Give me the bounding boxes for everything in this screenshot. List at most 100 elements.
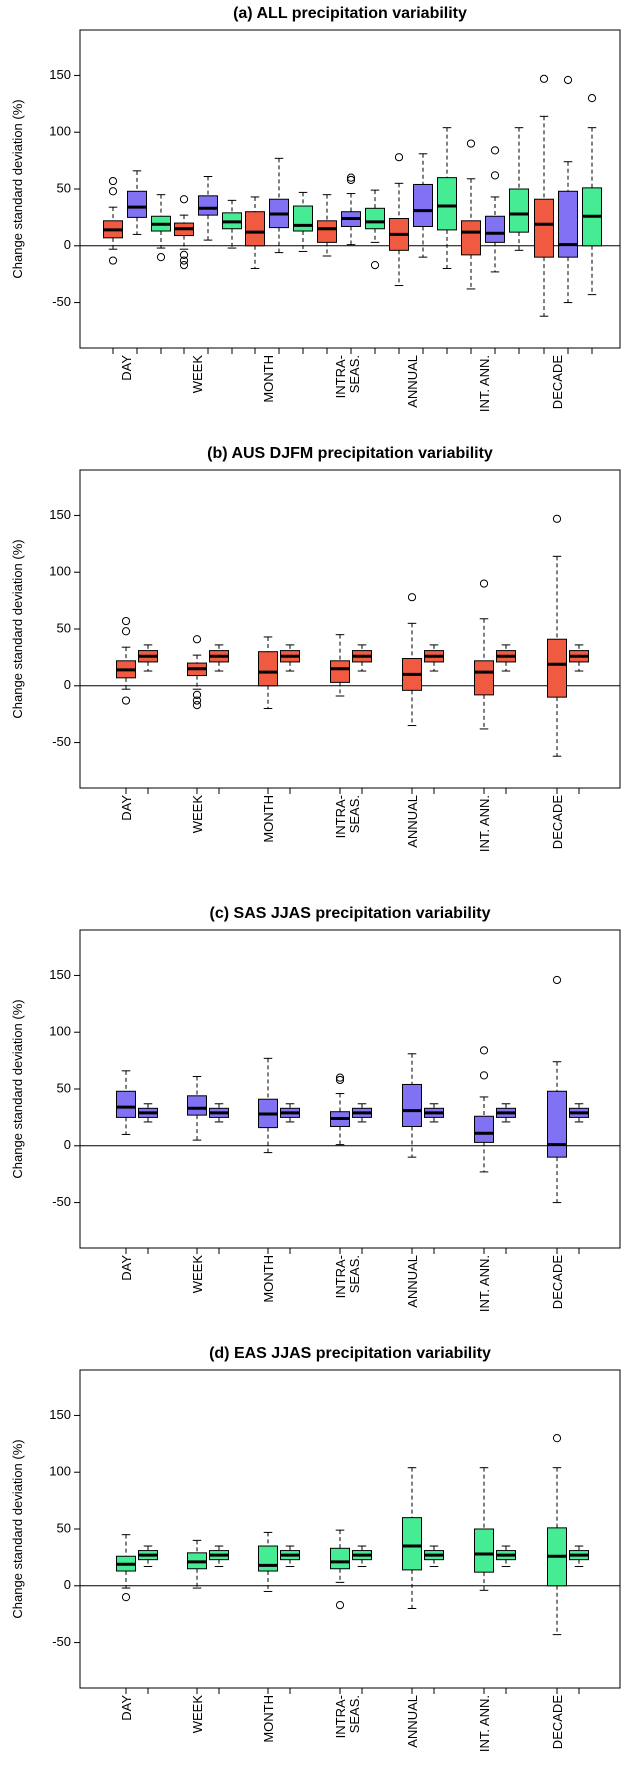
category-label-line: INT. ANN.: [477, 1695, 492, 1752]
category-label-line: INTRA-: [333, 795, 348, 838]
outlier-point: [192, 690, 202, 699]
plot-frame: [79, 929, 621, 1249]
box-green: [330, 1529, 350, 1610]
outlier-point: [192, 696, 202, 705]
category-label: INTRA-SEAS.: [333, 355, 362, 398]
y-tick-label: 50: [57, 180, 71, 195]
box-blue: [330, 1073, 350, 1146]
box-red: [317, 194, 337, 257]
box-green: [258, 1531, 278, 1592]
plot-frame: [79, 469, 621, 789]
outlier-point: [335, 1073, 345, 1082]
outlier-point: [552, 514, 562, 523]
y-tick-label: -50: [52, 734, 71, 749]
category-label-line: ANNUAL: [405, 795, 420, 848]
outlier-point: [121, 1593, 131, 1602]
category-label-line: MONTH: [261, 795, 276, 843]
category-label-line: MONTH: [261, 1695, 276, 1743]
outlier-point: [108, 176, 118, 186]
category-label-line: DAY: [119, 1255, 134, 1281]
y-axis-label: Change standard deviation (%): [10, 999, 25, 1178]
box-blue: [424, 1103, 444, 1123]
category-label-line: MONTH: [261, 355, 276, 403]
y-tick-label: 50: [57, 620, 71, 635]
outlier-point: [192, 635, 202, 644]
box-green: [116, 1534, 136, 1602]
box-red: [138, 644, 158, 672]
box-blue: [341, 173, 361, 246]
category-label-line: INTRA-: [333, 355, 348, 398]
outlier-point: [179, 250, 189, 259]
box-blue: [138, 1103, 158, 1123]
category-label: ANNUAL: [405, 355, 420, 408]
box-body: [461, 220, 481, 256]
category-label: WEEK: [190, 355, 205, 394]
outlier-point: [466, 139, 476, 148]
box-blue: [198, 176, 218, 241]
category-label: DAY: [119, 1255, 134, 1281]
outlier-point: [121, 616, 131, 626]
outlier-point: [407, 593, 417, 602]
box-green: [138, 1545, 158, 1567]
category-label-line: WEEK: [190, 1255, 205, 1294]
category-label-line: SEAS.: [347, 795, 362, 833]
box-body: [330, 660, 350, 683]
category-label-line: SEAS.: [347, 1695, 362, 1733]
category-label-line: DECADE: [550, 1695, 565, 1750]
category-label: INT. ANN.: [477, 355, 492, 412]
y-tick-label: 0: [64, 237, 71, 252]
box-red: [424, 644, 444, 672]
box-red: [330, 634, 350, 697]
box-body: [365, 207, 385, 230]
box-green: [151, 194, 171, 262]
box-red: [245, 196, 265, 269]
box-blue: [547, 975, 567, 1204]
category-label: DAY: [119, 795, 134, 821]
chart-panel: (a) ALL precipitation variability -50 0 50 1…: [10, 5, 621, 412]
box-red: [103, 176, 123, 265]
box-body: [509, 188, 529, 233]
category-label: DECADE: [550, 355, 565, 410]
chart-title: (d) EAS JJAS precipitation variability: [209, 1345, 491, 1362]
category-label-line: WEEK: [190, 355, 205, 394]
box-body: [127, 190, 147, 218]
category-label-line: WEEK: [190, 1695, 205, 1734]
outlier-point: [479, 1071, 489, 1080]
category-label: ANNUAL: [405, 795, 420, 848]
y-axis-label: Change standard deviation (%): [10, 1439, 25, 1618]
outlier-point: [335, 1075, 345, 1085]
outlier-point: [121, 627, 131, 636]
y-tick-label: 150: [49, 1407, 71, 1422]
category-label-line: DAY: [119, 355, 134, 381]
category-label: ANNUAL: [405, 1255, 420, 1308]
y-tick-label: 50: [57, 1080, 71, 1095]
y-tick-label: -50: [52, 1194, 71, 1209]
y-tick-label: -50: [52, 294, 71, 309]
box-blue: [352, 1103, 372, 1123]
category-label-line: INTRA-: [333, 1695, 348, 1738]
y-tick-label: 100: [49, 1024, 71, 1039]
box-body: [258, 651, 278, 687]
box-blue: [116, 1070, 136, 1135]
box-body: [198, 195, 218, 216]
box-blue: [127, 170, 147, 235]
box-body: [474, 1115, 494, 1143]
category-label: WEEK: [190, 1695, 205, 1734]
box-blue: [280, 1103, 300, 1123]
category-label: DAY: [119, 1695, 134, 1721]
box-body: [485, 215, 505, 243]
category-label: MONTH: [261, 1695, 276, 1743]
box-green: [293, 191, 313, 252]
category-label-line: DAY: [119, 1695, 134, 1721]
category-label: MONTH: [261, 795, 276, 843]
box-green: [280, 1545, 300, 1567]
y-tick-label: -50: [52, 1634, 71, 1649]
y-tick-label: 150: [49, 67, 71, 82]
outlier-point: [479, 579, 489, 588]
outlier-point: [490, 146, 500, 155]
y-tick-label: 100: [49, 1464, 71, 1479]
box-blue: [269, 157, 289, 254]
box-red: [209, 644, 229, 672]
box-green: [569, 1545, 589, 1567]
box-red: [352, 644, 372, 672]
